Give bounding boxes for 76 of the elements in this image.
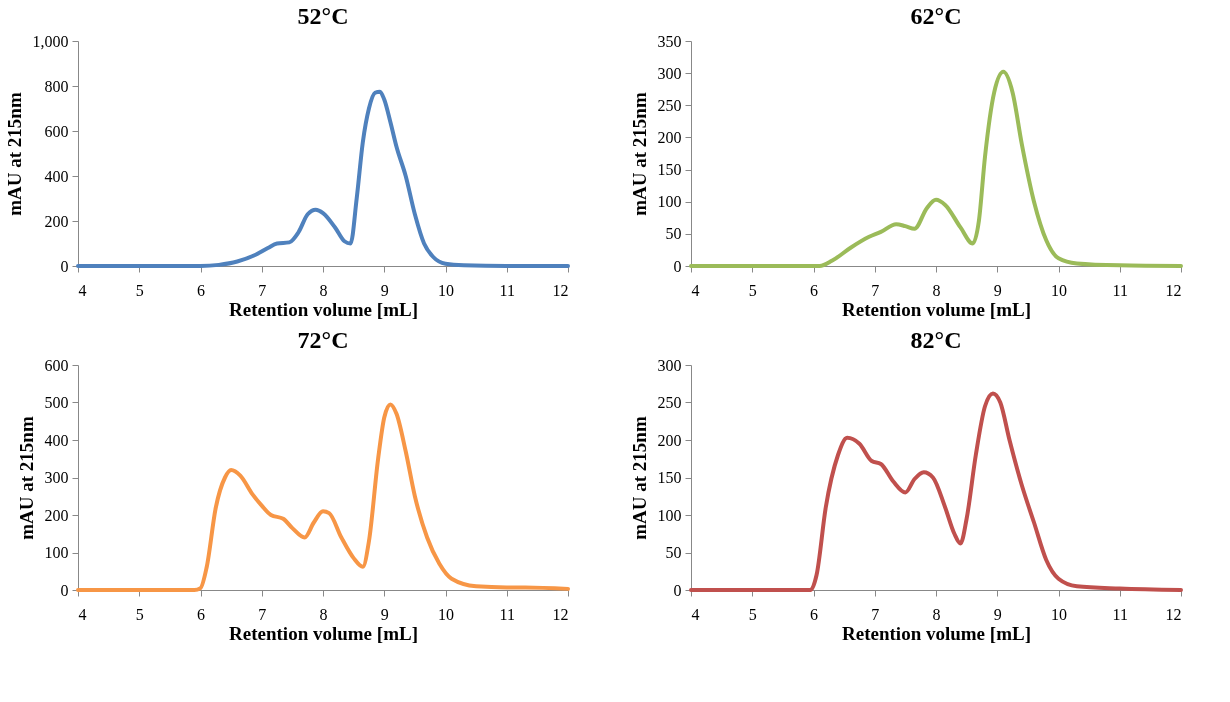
x-tick-label: 10 [438, 605, 454, 623]
y-tick-label: 100 [44, 544, 69, 561]
x-tick-label: 9 [993, 605, 1002, 623]
y-tick-label: 300 [657, 64, 682, 82]
y-axis-title: mAU at 215nm [628, 416, 650, 540]
y-tick-label: 200 [44, 212, 69, 230]
y-tick-label: 400 [44, 167, 69, 185]
x-tick-label: 5 [135, 281, 144, 299]
x-tick-label: 9 [993, 281, 1002, 299]
x-tick-label: 12 [1165, 281, 1182, 299]
chart-title: 52°C [297, 3, 349, 29]
x-tick-label: 9 [380, 281, 389, 299]
y-tick-label: 0 [673, 581, 682, 599]
x-axis-title: Retention volume [mL] [229, 622, 418, 644]
x-tick-label: 5 [748, 605, 757, 623]
y-tick-label: 500 [44, 394, 69, 411]
y-tick-label: 200 [657, 431, 682, 449]
y-axis-title: mAU at 215nm [628, 92, 650, 216]
y-tick-label: 150 [657, 469, 682, 486]
x-tick-label: 8 [319, 281, 328, 299]
x-tick-label: 4 [691, 281, 700, 299]
x-tick-label: 7 [871, 605, 880, 623]
x-tick-label: 11 [1112, 605, 1128, 623]
x-tick-label: 5 [748, 281, 757, 299]
x-axis-title: Retention volume [mL] [842, 298, 1031, 320]
y-tick-label: 200 [657, 128, 682, 146]
x-tick-label: 10 [438, 281, 454, 299]
chart-title: 62°C [910, 3, 962, 29]
y-tick-label: 0 [60, 257, 69, 275]
x-tick-label: 12 [552, 605, 569, 623]
x-tick-label: 6 [810, 281, 818, 299]
x-tick-label: 11 [499, 605, 515, 623]
x-tick-label: 4 [78, 281, 87, 299]
x-tick-label: 6 [197, 281, 205, 299]
x-tick-label: 11 [1112, 281, 1128, 299]
x-tick-label: 4 [691, 605, 700, 623]
y-tick-label: 400 [44, 431, 69, 449]
y-tick-label: 200 [44, 506, 69, 524]
x-tick-label: 5 [135, 605, 144, 623]
x-axis-title: Retention volume [mL] [842, 622, 1031, 644]
y-tick-label: 800 [44, 77, 69, 95]
x-tick-label: 7 [258, 281, 267, 299]
chart-title: 82°C [910, 327, 962, 353]
x-tick-label: 6 [197, 605, 205, 623]
x-tick-label: 10 [1051, 281, 1067, 299]
y-axis-title: mAU at 215nm [15, 416, 37, 540]
x-tick-label: 10 [1051, 605, 1067, 623]
y-tick-label: 100 [657, 193, 682, 211]
chart-title: 72°C [297, 327, 349, 353]
y-tick-label: 250 [657, 96, 682, 114]
y-tick-label: 350 [657, 32, 682, 50]
x-tick-label: 9 [380, 605, 389, 623]
y-tick-label: 100 [657, 506, 682, 524]
y-tick-label: 600 [44, 356, 69, 374]
x-tick-label: 11 [499, 281, 515, 299]
y-tick-label: 600 [44, 122, 69, 140]
y-tick-label: 0 [673, 257, 682, 275]
x-tick-label: 4 [78, 605, 87, 623]
y-tick-label: 150 [657, 161, 682, 179]
y-tick-label: 0 [60, 581, 69, 599]
x-tick-label: 8 [932, 281, 941, 299]
y-tick-label: 300 [657, 356, 682, 374]
x-tick-label: 7 [871, 281, 880, 299]
y-tick-label: 50 [665, 544, 682, 561]
x-tick-label: 12 [1165, 605, 1182, 623]
y-axis-title: mAU at 215nm [3, 92, 25, 216]
y-tick-label: 1,000 [32, 32, 69, 50]
y-tick-label: 50 [665, 225, 682, 243]
x-tick-label: 8 [932, 605, 941, 623]
y-tick-label: 300 [44, 469, 69, 486]
x-tick-label: 7 [258, 605, 267, 623]
x-tick-label: 6 [810, 605, 818, 623]
y-tick-label: 250 [657, 394, 682, 411]
x-tick-label: 8 [319, 605, 328, 623]
x-axis-title: Retention volume [mL] [229, 298, 418, 320]
x-tick-label: 12 [552, 281, 569, 299]
